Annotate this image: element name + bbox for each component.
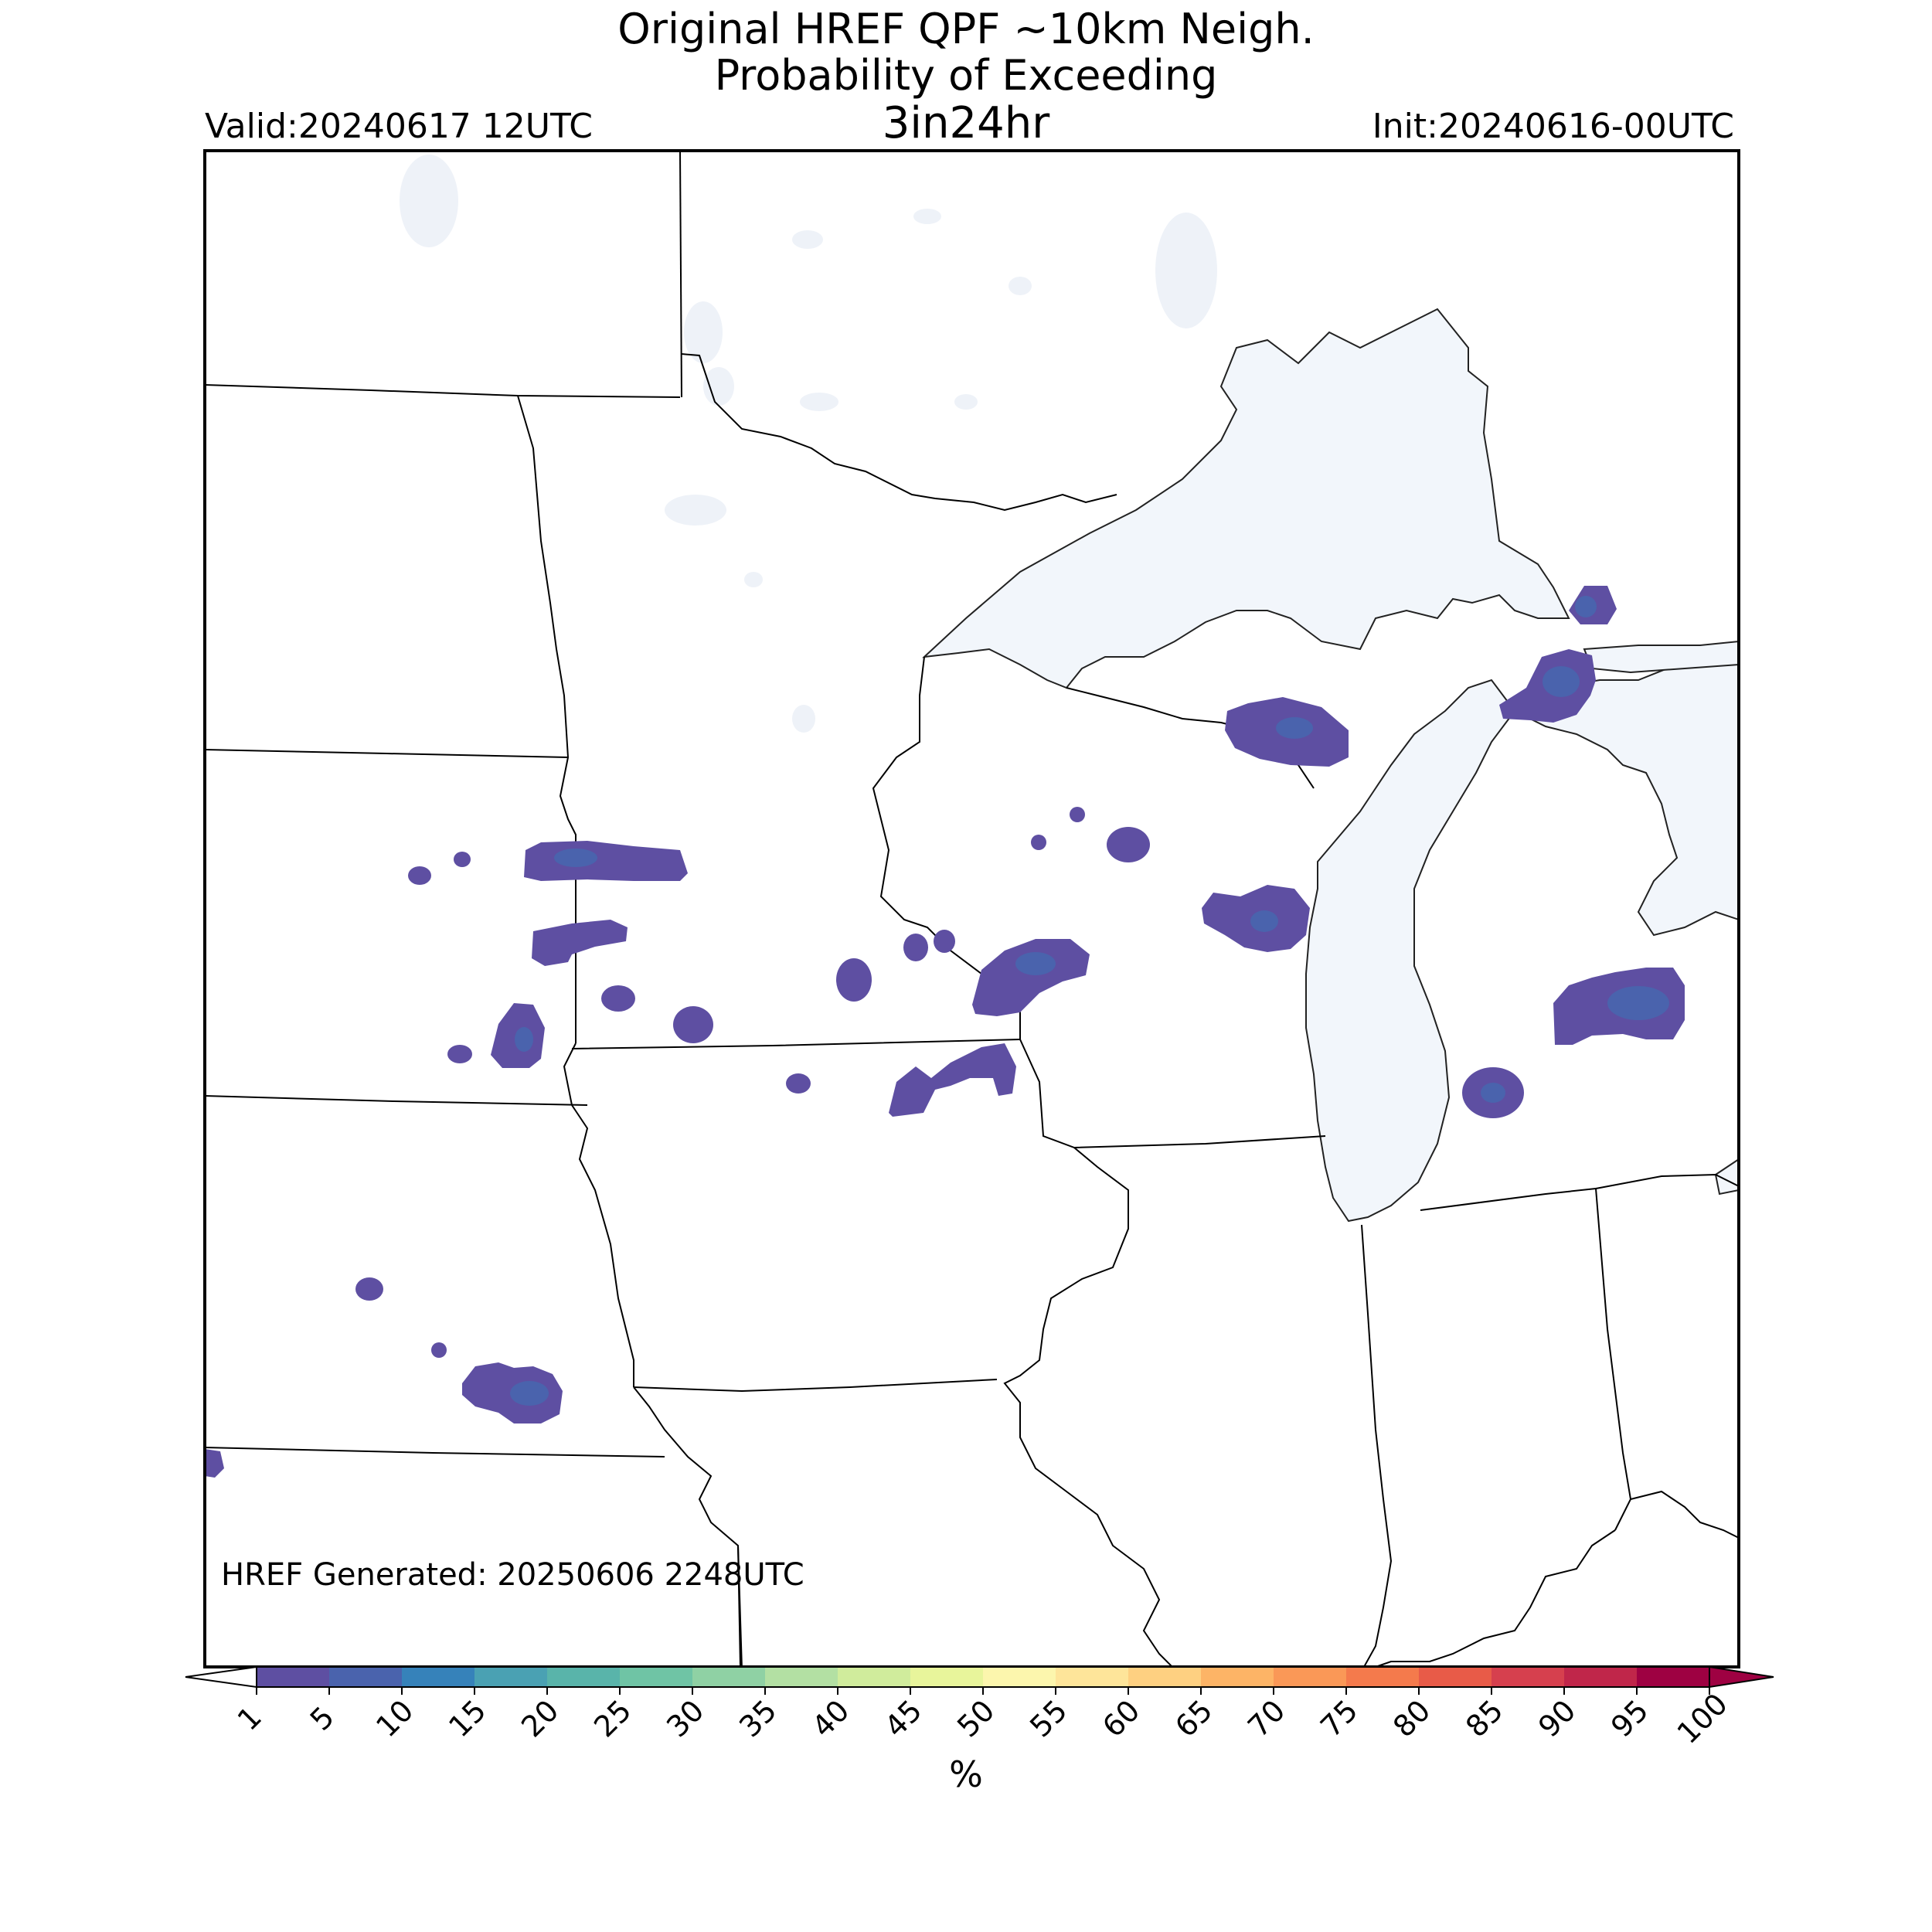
colorbar-tick-label: 15: [442, 1693, 492, 1743]
colorbar-tick-label: 90: [1532, 1693, 1582, 1743]
border-nd-sd: [205, 384, 681, 398]
lake-erie: [1714, 1158, 1739, 1196]
colorbar-segment: [257, 1667, 330, 1687]
colorbar-tick-label: 65: [1168, 1693, 1219, 1743]
colorbar-tick-label: 40: [805, 1693, 855, 1743]
colorbar-tick-label: 50: [951, 1693, 1001, 1743]
valid-time-label: Valid:20240617 12UTC: [205, 107, 594, 146]
colorbar-unit-label: %: [949, 1753, 983, 1795]
colorbar-tick-label: 55: [1023, 1693, 1073, 1743]
border-il-in: [1361, 1224, 1393, 1667]
border-mo-west: [633, 1386, 743, 1667]
map-title-line-3: 3in24hr: [882, 98, 1050, 148]
lake-superior: [922, 308, 1570, 689]
colorbar-over-arrow: [1709, 1665, 1774, 1689]
border-il-ia: [1003, 1039, 1174, 1667]
border-ia-west: [563, 1043, 634, 1387]
colorbar-segment: [1419, 1667, 1492, 1687]
colorbar-segment: [474, 1667, 548, 1687]
colorbar-segment: [1274, 1667, 1347, 1687]
colorbar-segment: [765, 1667, 838, 1687]
colorbar-tick-label: 1: [231, 1700, 268, 1737]
colorbar-segment: [838, 1667, 911, 1687]
colorbar-tick-label: 45: [878, 1693, 928, 1743]
border-nd-mt: [679, 151, 682, 398]
colorbar-segment: [983, 1667, 1056, 1687]
colorbar-segment: [910, 1667, 984, 1687]
border-ks-ok: [205, 1447, 665, 1458]
colorbar-segment: [1128, 1667, 1202, 1687]
colorbar-segment: [1564, 1667, 1638, 1687]
state-borders: [205, 151, 1739, 1667]
map-frame: [203, 149, 1740, 1668]
colorbar-tick-label: 70: [1241, 1693, 1291, 1743]
border-in-ky: [1375, 1529, 1616, 1667]
colorbar-tick-label: 35: [733, 1693, 783, 1743]
border-ks-mo: [737, 1545, 741, 1667]
lake-huron: [1512, 648, 1739, 937]
small-lakes: [400, 155, 1217, 733]
colorbar-tick-label: 95: [1604, 1693, 1655, 1743]
probability-blobs: [205, 586, 1685, 1478]
colorbar-tick-label: 30: [660, 1693, 710, 1743]
lakes: [922, 308, 1739, 1223]
border-oh-ky: [1630, 1490, 1739, 1539]
border-mi-oh: [1595, 1173, 1739, 1189]
generated-timestamp: HREF Generated: 20250606 2248UTC: [221, 1557, 804, 1593]
colorbar-segment: [547, 1667, 621, 1687]
colorbar: 1 5 10 15 20 25 30 35 40 45 50 55 60 65 70 75 80 85 90 95 10…: [185, 1665, 1774, 1750]
colorbar-segment: [329, 1667, 403, 1687]
border-mn-canada: [681, 353, 1117, 512]
colorbar-tick-label: 5: [304, 1700, 341, 1737]
colorbar-tick-label: 10: [369, 1693, 420, 1743]
colorbar-segment: [402, 1667, 475, 1687]
border-sd-ne: [205, 749, 569, 758]
colorbar-segment: [1637, 1667, 1710, 1687]
prob-5-10: [510, 596, 1669, 1406]
init-time-label: Init:20240616-00UTC: [1372, 107, 1734, 146]
colorbar-segment: [1201, 1667, 1274, 1687]
colorbar-segment: [692, 1667, 766, 1687]
colorbar-tick-label: 80: [1386, 1693, 1437, 1743]
colorbar-tick-label: 60: [1096, 1693, 1146, 1743]
border-ia-mo: [633, 1379, 998, 1393]
colorbar-tick-label: 100: [1671, 1687, 1734, 1750]
colorbar-tick-label: 85: [1459, 1693, 1509, 1743]
border-mn-dakotas: [517, 395, 577, 1043]
colorbar-segment: [1346, 1667, 1420, 1687]
border-in-mi: [1420, 1188, 1597, 1211]
lake-michigan: [1305, 679, 1516, 1223]
border-wi-il: [1073, 1135, 1326, 1148]
colorbar-segment: [1492, 1667, 1565, 1687]
map-title-line-2: Probability of Exceeding: [714, 51, 1218, 100]
border-mn-ia: [571, 1039, 1021, 1049]
colorbar-segment: [1056, 1667, 1129, 1687]
colorbar-tick-label: 20: [515, 1693, 565, 1743]
border-ne-ks: [205, 1095, 588, 1106]
border-in-oh: [1595, 1188, 1632, 1531]
colorbar-segment: [620, 1667, 693, 1687]
colorbar-tick-label: 25: [587, 1693, 638, 1743]
colorbar-under-arrow: [185, 1665, 257, 1689]
colorbar-tick-label: 75: [1314, 1693, 1364, 1743]
north-channel: [1583, 640, 1739, 674]
map-content: [205, 151, 1739, 1667]
map-title-line-1: Original HREF QPF ~10km Neigh.: [617, 5, 1315, 53]
